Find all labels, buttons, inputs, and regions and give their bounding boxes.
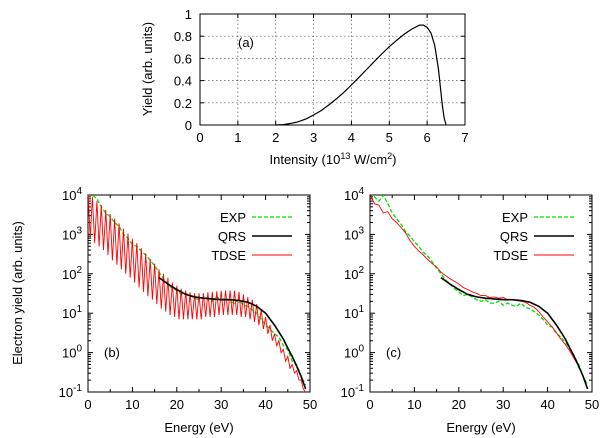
panel-b-series (88, 195, 307, 392)
y-tick-base: 10 (62, 267, 76, 282)
series-line-yield (275, 24, 447, 126)
y-tick-base: 10 (344, 227, 358, 242)
legend-label-qrs: QRS (500, 229, 529, 244)
x-tick-label: 10 (407, 397, 421, 412)
y-tick-label: 103 (62, 225, 82, 242)
y-tick-base: 10 (62, 227, 76, 242)
y-tick-exponent: 3 (76, 225, 82, 236)
legend-label-exp: EXP (220, 210, 246, 225)
x-tick-label: 3 (310, 130, 317, 145)
series-line-exp (371, 195, 589, 386)
x-tick-label: 0 (366, 397, 373, 412)
y-tick-exponent: 4 (76, 186, 82, 197)
y-tick-label: 103 (344, 225, 364, 242)
panel-c-xlabel: Energy (eV) (446, 420, 515, 435)
x-tick-label: 40 (258, 397, 272, 412)
series-line-qrs (158, 276, 307, 390)
x-tick-label: 0 (84, 397, 91, 412)
y-tick-base: 10 (62, 346, 76, 361)
y-tick-exponent: -1 (355, 383, 364, 394)
x-tick-label: 5 (386, 130, 393, 145)
panel-b-legend: EXP QRS TDSE (211, 210, 292, 263)
x-tick-label: 4 (348, 130, 355, 145)
y-tick-label: 102 (344, 265, 364, 282)
x-tick-label: 20 (452, 397, 466, 412)
panel-a-ticks: 0 1 2 3 4 5 6 7 0 0.2 0.4 0.6 0.8 1 (174, 7, 469, 145)
y-tick-exponent: 2 (76, 265, 82, 276)
y-tick-exponent: 3 (358, 225, 364, 236)
panel-a-chart: 0 1 2 3 4 5 6 7 0 0.2 0.4 0.6 0.8 1 (a) Intensity (10… (140, 7, 469, 167)
y-tick-label: 0.8 (174, 29, 192, 44)
y-tick-base: 10 (344, 346, 358, 361)
x-tick-label: 7 (461, 130, 468, 145)
x-tick-label: 6 (424, 130, 431, 145)
y-tick-base: 10 (62, 188, 76, 203)
y-tick-label: 10-1 (341, 383, 365, 400)
x-tick-label: 10 (125, 397, 139, 412)
y-tick-exponent: 1 (358, 304, 364, 315)
y-tick-exponent: 1 (76, 304, 82, 315)
x-tick-label: 1 (234, 130, 241, 145)
legend-label-tdse: TDSE (493, 248, 528, 263)
y-tick-label: 100 (344, 344, 364, 361)
y-tick-label: 104 (62, 186, 82, 203)
panel-c-frame (369, 194, 593, 393)
legend-label-tdse: TDSE (211, 248, 246, 263)
x-tick-label: 50 (303, 397, 317, 412)
y-tick-label: 101 (344, 304, 364, 321)
y-tick-label: 10-1 (59, 383, 83, 400)
x-tick-label: 0 (196, 130, 203, 145)
panel-c-label: (c) (386, 345, 401, 360)
y-tick-label: 102 (62, 265, 82, 282)
legend-label-exp: EXP (502, 210, 528, 225)
panel-c-legend: EXP QRS TDSE (493, 210, 574, 263)
y-tick-base: 10 (341, 385, 355, 400)
panel-c-series (370, 195, 589, 390)
series-line-exp (91, 195, 307, 386)
panel-a-xlabel: Intensity (1013 W/cm2) (269, 151, 396, 167)
y-tick-base: 10 (344, 267, 358, 282)
y-tick-label: 0.2 (174, 96, 192, 111)
y-tick-label: 104 (344, 186, 364, 203)
x-tick-label: 50 (585, 397, 599, 412)
y-tick-exponent: -1 (73, 383, 82, 394)
panel-b-xlabel: Energy (eV) (164, 420, 233, 435)
panel-a-grid (200, 14, 465, 125)
legend-label-qrs: QRS (218, 229, 247, 244)
series-line-tdse (88, 195, 306, 392)
y-tick-exponent: 0 (358, 344, 364, 355)
y-tick-label: 0.4 (174, 74, 192, 89)
x-tick-label: 40 (540, 397, 554, 412)
series-line-tdse (370, 195, 589, 390)
y-tick-label: 1 (185, 7, 192, 22)
panel-a-xlabel-sup: 13 (340, 151, 350, 161)
panel-b-ylabel: Electron yield (arb. units) (10, 221, 25, 365)
x-tick-label: 30 (496, 397, 510, 412)
panel-a-series (275, 24, 447, 126)
y-tick-base: 10 (344, 188, 358, 203)
x-tick-label: 20 (170, 397, 184, 412)
y-tick-base: 10 (344, 306, 358, 321)
y-tick-label: 0.6 (174, 51, 192, 66)
y-tick-exponent: 0 (76, 344, 82, 355)
y-tick-label: 0 (185, 118, 192, 133)
y-tick-label: 100 (62, 344, 82, 361)
panel-a-ylabel: Yield (arb. units) (140, 22, 155, 116)
y-tick-exponent: 4 (358, 186, 364, 197)
panel-a-frame (199, 13, 466, 126)
y-tick-base: 10 (62, 306, 76, 321)
x-tick-label: 30 (214, 397, 228, 412)
y-tick-label: 101 (62, 304, 82, 321)
panel-b-label: (b) (104, 345, 120, 360)
panel-a-label: (a) (238, 35, 254, 50)
y-tick-base: 10 (59, 385, 73, 400)
y-tick-exponent: 2 (358, 265, 364, 276)
series-line-qrs (440, 276, 589, 390)
x-tick-label: 2 (272, 130, 279, 145)
